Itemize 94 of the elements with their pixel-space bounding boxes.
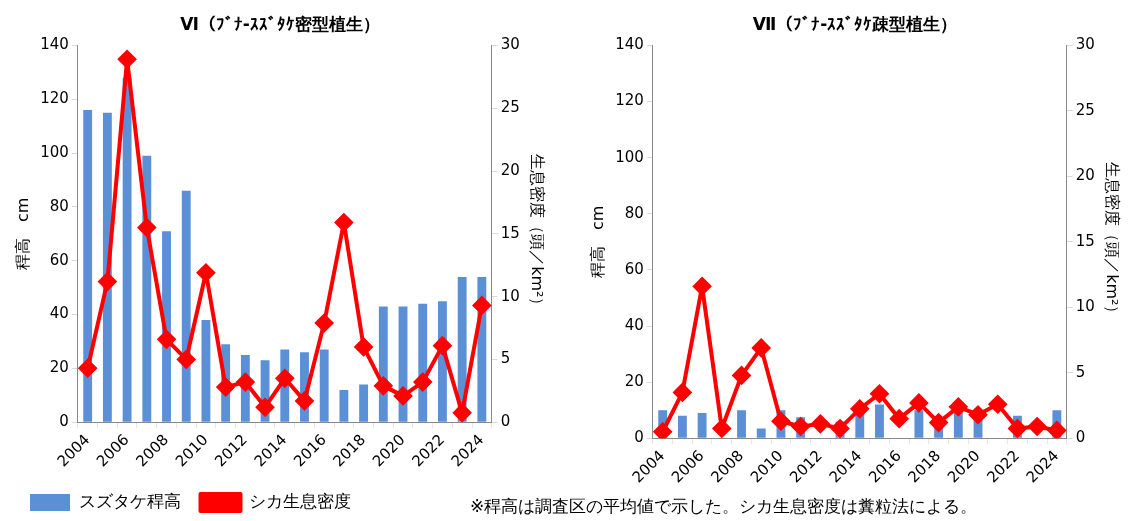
y-tick-label: 40 xyxy=(624,315,644,334)
text: ※稈高は調査区の平均値で示した。シカ生息密度は糞粒法による。 xyxy=(470,495,978,518)
y-tick-label: 20 xyxy=(49,358,69,377)
point xyxy=(791,417,810,436)
point xyxy=(771,412,790,431)
y2-tick-label: 10 xyxy=(1075,297,1095,316)
point xyxy=(374,376,393,395)
point xyxy=(413,373,432,392)
y-axis-title: 稈高 cm xyxy=(587,205,607,279)
point xyxy=(929,413,948,432)
chart-title: Ⅵ（ﾌﾞﾅ-ｽｽﾞﾀｹ密型植生） xyxy=(180,13,380,34)
bar xyxy=(875,404,884,438)
y2-tick-label: 15 xyxy=(500,223,520,242)
y2-tick-label: 5 xyxy=(1075,362,1086,381)
y-tick-label: 140 xyxy=(615,35,644,54)
point xyxy=(693,277,712,296)
point xyxy=(969,405,988,424)
bar xyxy=(756,428,766,438)
point xyxy=(137,218,156,237)
y2-tick-label: 30 xyxy=(500,35,520,54)
y2-axis-title: 生息密度（頭／km²） xyxy=(1103,162,1123,322)
bar xyxy=(181,190,191,422)
y-tick-label: 120 xyxy=(40,89,69,108)
y2-tick-label: 5 xyxy=(500,349,511,368)
y2-tick-label: 25 xyxy=(500,98,520,117)
point xyxy=(831,419,850,438)
y2-tick-label: 20 xyxy=(500,160,520,179)
bar xyxy=(201,319,211,422)
bar xyxy=(83,110,93,422)
point xyxy=(78,359,97,378)
y-tick-label: 100 xyxy=(615,147,644,166)
point xyxy=(1047,421,1066,439)
y-tick-label: 100 xyxy=(40,142,69,161)
point xyxy=(177,350,196,369)
point xyxy=(196,263,215,282)
point xyxy=(949,397,968,416)
y-tick-label: 60 xyxy=(49,250,69,269)
point xyxy=(890,409,909,428)
y2-tick-label: 0 xyxy=(500,412,511,431)
legend-label: シカ生息密度 xyxy=(249,490,351,511)
y2-tick-label: 30 xyxy=(1075,35,1095,54)
y2-tick-label: 15 xyxy=(1075,231,1095,250)
y-tick-label: 80 xyxy=(624,203,644,222)
point xyxy=(673,383,692,402)
legend-label: スズタケ稈高 xyxy=(78,490,181,511)
y-tick-label: 80 xyxy=(49,196,69,215)
point xyxy=(1008,419,1027,438)
point xyxy=(315,314,334,333)
bar xyxy=(737,410,746,438)
point xyxy=(1028,417,1047,436)
point xyxy=(295,391,314,410)
chart-title: Ⅶ（ﾌﾞﾅ-ｽｽﾞﾀｹ疎型植生） xyxy=(752,13,958,34)
y-tick-label: 140 xyxy=(40,35,69,54)
point xyxy=(354,337,373,356)
point xyxy=(472,296,491,315)
point xyxy=(909,393,928,412)
y-tick-label: 60 xyxy=(624,259,644,278)
bar xyxy=(914,410,924,438)
point xyxy=(216,378,235,397)
bar xyxy=(319,349,329,422)
point xyxy=(275,369,294,388)
y-tick-label: 120 xyxy=(615,91,644,110)
bar xyxy=(677,415,687,438)
point xyxy=(157,330,176,349)
point xyxy=(118,50,137,69)
y2-tick-label: 20 xyxy=(1075,166,1095,185)
point xyxy=(256,398,275,417)
point xyxy=(653,422,672,439)
y-axis-title: 稈高 cm xyxy=(12,197,32,271)
point xyxy=(752,338,771,357)
point xyxy=(394,386,413,405)
point xyxy=(988,395,1007,414)
y2-tick-label: 10 xyxy=(500,286,520,305)
point xyxy=(870,384,889,403)
bar xyxy=(359,384,369,422)
y-tick-label: 0 xyxy=(59,412,69,431)
bar xyxy=(697,413,707,438)
point xyxy=(811,414,830,433)
point xyxy=(850,399,869,418)
y-tick-label: 40 xyxy=(49,304,69,323)
bar xyxy=(122,77,132,422)
point xyxy=(433,336,452,355)
y2-axis-title: 生息密度（頭／km²） xyxy=(528,154,548,314)
point xyxy=(712,419,731,438)
point xyxy=(236,373,255,392)
y2-tick-label: 25 xyxy=(1075,100,1095,119)
y2-tick-label: 0 xyxy=(1075,428,1086,447)
point xyxy=(334,213,353,232)
point xyxy=(98,272,117,291)
y-tick-label: 20 xyxy=(624,372,644,391)
point xyxy=(453,403,472,422)
y-tick-label: 0 xyxy=(634,428,644,447)
point xyxy=(732,366,751,385)
bar xyxy=(339,389,349,422)
